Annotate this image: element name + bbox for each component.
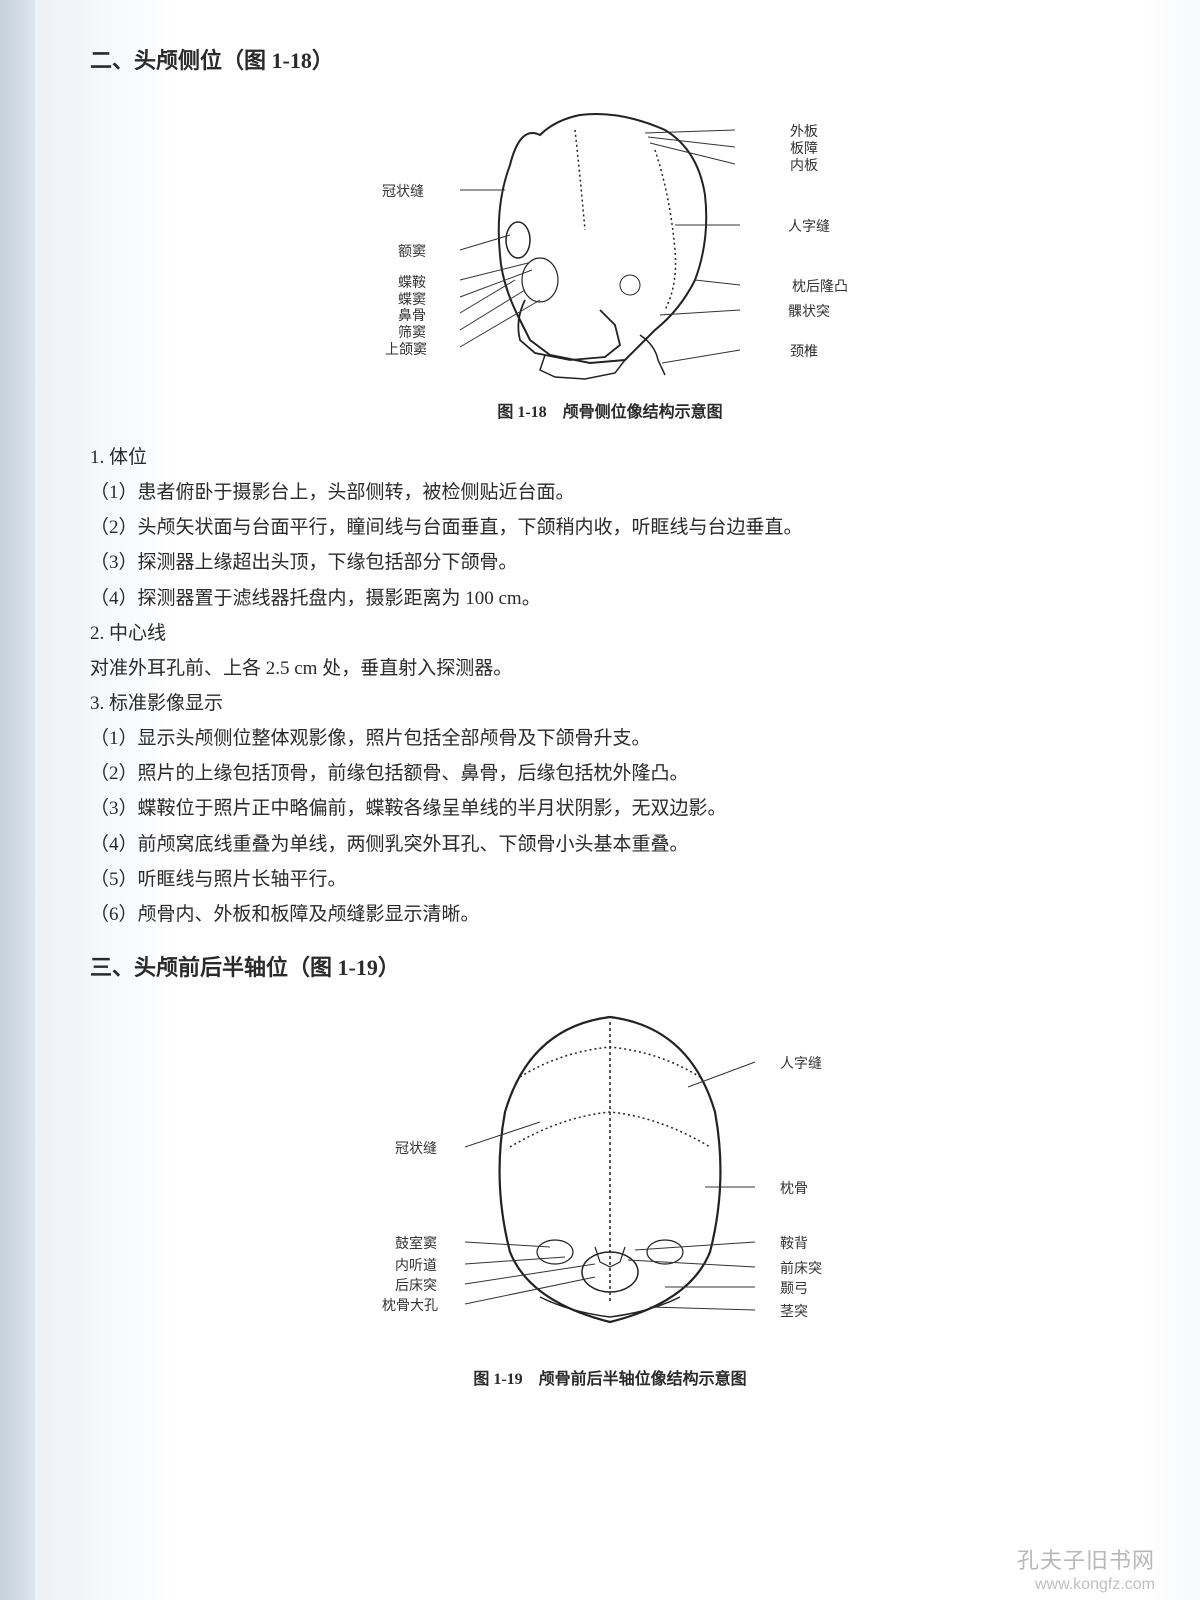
- body-item-6: （1）显示头颅侧位整体观影像，照片包括全部颅骨及下颌骨升支。: [90, 721, 1130, 756]
- figure-1-18-caption: 图 1-18 颅骨侧位像结构示意图: [90, 398, 1130, 422]
- label2-zhengu: 枕骨: [780, 1178, 808, 1198]
- label2-houchuangtu: 后床突: [395, 1275, 437, 1295]
- body-item-7: （2）照片的上缘包括顶骨，前缘包括额骨、鼻骨，后缘包括枕外隆凸。: [90, 756, 1130, 791]
- body-item-9: （4）前颅窝底线重叠为单线，两侧乳突外耳孔、下颌骨小头基本重叠。: [90, 827, 1130, 862]
- body-item-4: （4）探测器置于滤线器托盘内，摄影距离为 100 cm。: [90, 581, 1130, 616]
- body-item-8: （3）蝶鞍位于照片正中略偏前，蝶鞍各缘呈单线的半月状阴影，无双边影。: [90, 791, 1130, 826]
- label-kezhuangtu: 髁状突: [788, 301, 830, 321]
- label2-anbei: 鞍背: [780, 1233, 808, 1253]
- subheading-biaozhun: 3. 标准影像显示: [90, 686, 1130, 721]
- skull-lateral-diagram: 冠状缝 额窦 蝶鞍 蝶窦 鼻骨 筛窦 上颌窦 外板 板障 内板 人字缝 枕后隆凸…: [440, 85, 780, 385]
- label-zhenhoulongtu: 枕后隆凸: [792, 276, 848, 296]
- body-item-10: （5）听眶线与照片长轴平行。: [90, 862, 1130, 897]
- label-neiban: 内板: [790, 155, 818, 175]
- body-item-3: （3）探测器上缘超出头顶，下缘包括部分下颌骨。: [90, 545, 1130, 580]
- skull-frontal-diagram: 冠状缝 鼓室窦 内听道 后床突 枕骨大孔 人字缝 枕骨 鞍背 前床突 颞弓 茎突: [450, 992, 770, 1352]
- section-2-title: 三、头颅前后半轴位（图 1-19）: [90, 950, 1130, 982]
- label2-guanzhuangfeng: 冠状缝: [395, 1138, 437, 1158]
- label2-qianchuangtu: 前床突: [780, 1258, 822, 1278]
- label-guanzhuangfeng: 冠状缝: [382, 181, 424, 201]
- label2-zhengudakong: 枕骨大孔: [382, 1295, 438, 1315]
- body-item-1: （1）患者俯卧于摄影台上，头部侧转，被检侧贴近台面。: [90, 475, 1130, 510]
- label-renzifeng1: 人字缝: [788, 216, 830, 236]
- label-ezou: 额窦: [398, 241, 426, 261]
- body-item-5: 对准外耳孔前、上各 2.5 cm 处，垂直射入探测器。: [90, 651, 1130, 686]
- figure-1-19-caption: 图 1-19 颅骨前后半轴位像结构示意图: [90, 1365, 1130, 1389]
- subheading-tiwei: 1. 体位: [90, 440, 1130, 475]
- figure-1-18-container: 冠状缝 额窦 蝶鞍 蝶窦 鼻骨 筛窦 上颌窦 外板 板障 内板 人字缝 枕后隆凸…: [90, 85, 1130, 422]
- subheading-zhongxinxian: 2. 中心线: [90, 616, 1130, 651]
- watermark-url: www.kongfz.com: [1035, 1576, 1155, 1594]
- label2-jingtu: 茎突: [780, 1301, 808, 1321]
- label2-niegong: 颞弓: [780, 1278, 808, 1298]
- label-jingzhui: 颈椎: [790, 341, 818, 361]
- watermark-text: 孔夫子旧书网: [1017, 1543, 1155, 1575]
- label-shanghexou: 上颌窦: [385, 339, 427, 359]
- body-item-2: （2）头颅矢状面与台面平行，瞳间线与台面垂直，下颌稍内收，听眶线与台边垂直。: [90, 510, 1130, 545]
- label2-neitingdao: 内听道: [395, 1255, 437, 1275]
- label2-renzifeng: 人字缝: [780, 1053, 822, 1073]
- label2-gushizou: 鼓室窦: [395, 1233, 437, 1253]
- section-1-title: 二、头颅侧位（图 1-18）: [90, 43, 1130, 75]
- figure-1-19-container: 冠状缝 鼓室窦 内听道 后床突 枕骨大孔 人字缝 枕骨 鞍背 前床突 颞弓 茎突…: [90, 992, 1130, 1389]
- page-binding-shadow: [0, 0, 35, 1600]
- body-item-11: （6）颅骨内、外板和板障及颅缝影显示清晰。: [90, 897, 1130, 932]
